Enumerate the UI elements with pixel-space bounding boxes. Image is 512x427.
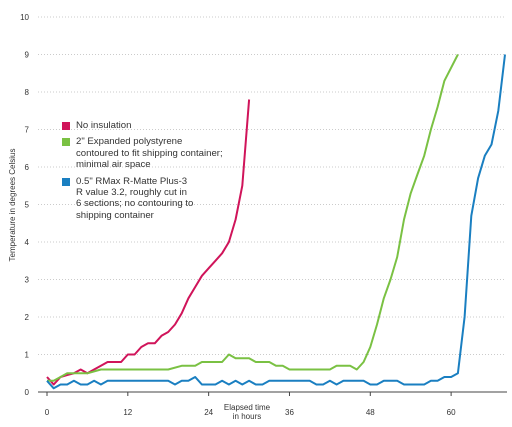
series-lines	[46, 54, 506, 390]
x-axis-label: Elapsed time in hours	[224, 403, 271, 421]
legend-swatch	[62, 138, 70, 147]
series-line-3	[46, 54, 506, 390]
x-tick-label: 24	[204, 408, 213, 417]
y-tick-label: 10	[20, 13, 29, 22]
series-line-2	[47, 54, 459, 382]
legend-item: No insulation	[62, 120, 262, 131]
legend-label: 2" Expanded polystyrene contoured to fit…	[76, 136, 223, 171]
legend-item: 0.5" RMax R-Matte Plus-3 R value 3.2, ro…	[62, 176, 262, 222]
series-line-1	[46, 99, 251, 386]
x-tick-label: 12	[123, 408, 132, 417]
y-tick-label: 8	[25, 88, 30, 97]
x-tick-label: 48	[366, 408, 375, 417]
legend-item: 2" Expanded polystyrene contoured to fit…	[62, 136, 262, 170]
y-tick-label: 5	[25, 201, 30, 210]
legend: No insulation 2" Expanded polystyrene con…	[62, 120, 262, 226]
y-tick-label: 3	[25, 276, 30, 285]
y-tick-label: 7	[25, 126, 30, 135]
y-tick-label: 9	[25, 51, 30, 60]
y-axis-label: Temperature in degrees Celsius	[8, 149, 17, 262]
y-tick-label: 1	[25, 351, 30, 360]
y-tick-labels: 0 1 2 3 4 5 6 7 8 9 10	[20, 13, 29, 397]
y-tick-label: 6	[25, 163, 30, 172]
y-tick-label: 4	[25, 238, 30, 247]
x-tick-label: 36	[285, 408, 294, 417]
y-tick-label: 0	[25, 388, 30, 397]
y-tick-label: 2	[25, 313, 30, 322]
x-tick-label: 0	[45, 408, 50, 417]
legend-swatch	[62, 122, 70, 130]
legend-label: No insulation	[76, 120, 132, 131]
x-tick-labels: 0 12 24 36 48 60	[45, 392, 456, 417]
x-tick-label: 60	[447, 408, 456, 417]
legend-label: 0.5" RMax R-Matte Plus-3 R value 3.2, ro…	[76, 175, 194, 221]
legend-swatch	[62, 177, 70, 186]
